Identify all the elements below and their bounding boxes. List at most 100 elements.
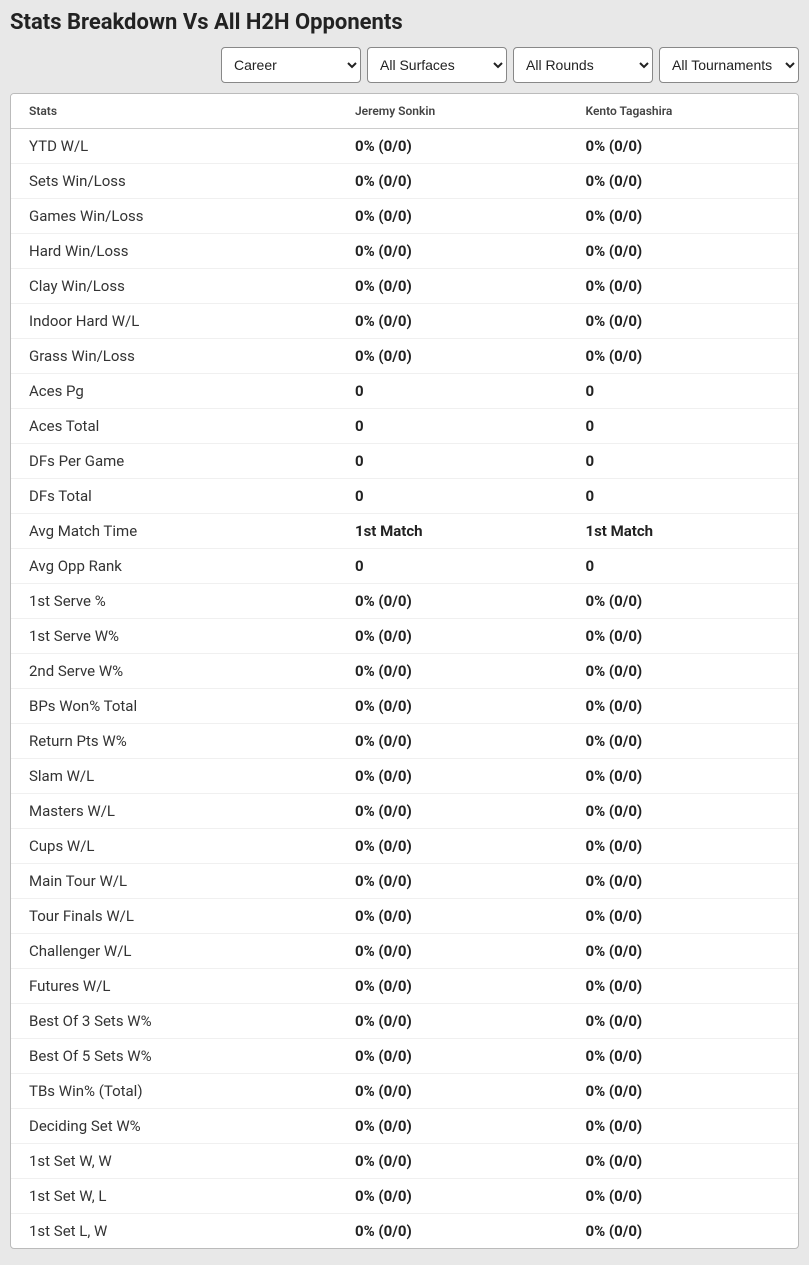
table-row: Masters W/L0% (0/0)0% (0/0): [11, 794, 798, 829]
stat-value-player1: 0% (0/0): [337, 619, 567, 654]
stat-label: 1st Set L, W: [11, 1214, 337, 1249]
filter-rounds-select[interactable]: All Rounds: [513, 47, 653, 83]
stat-label: 1st Serve %: [11, 584, 337, 619]
stat-label: Games Win/Loss: [11, 199, 337, 234]
stat-value-player2: 0% (0/0): [567, 1109, 798, 1144]
table-row: Avg Match Time1st Match1st Match: [11, 514, 798, 549]
stat-label: Masters W/L: [11, 794, 337, 829]
stat-value-player2: 0% (0/0): [567, 759, 798, 794]
stat-label: Sets Win/Loss: [11, 164, 337, 199]
stat-value-player1: 0% (0/0): [337, 269, 567, 304]
table-row: Cups W/L0% (0/0)0% (0/0): [11, 829, 798, 864]
stat-value-player2: 0% (0/0): [567, 934, 798, 969]
table-row: Aces Total00: [11, 409, 798, 444]
stat-value-player2: 0% (0/0): [567, 1179, 798, 1214]
stat-value-player1: 0% (0/0): [337, 199, 567, 234]
stat-label: YTD W/L: [11, 129, 337, 164]
table-row: Hard Win/Loss0% (0/0)0% (0/0): [11, 234, 798, 269]
table-row: Futures W/L0% (0/0)0% (0/0): [11, 969, 798, 1004]
table-row: Return Pts W%0% (0/0)0% (0/0): [11, 724, 798, 759]
page-title: Stats Breakdown Vs All H2H Opponents: [10, 10, 799, 35]
stat-value-player1: 0: [337, 444, 567, 479]
stat-value-player1: 1st Match: [337, 514, 567, 549]
stat-label: 2nd Serve W%: [11, 654, 337, 689]
table-row: Deciding Set W%0% (0/0)0% (0/0): [11, 1109, 798, 1144]
filter-tournaments-select[interactable]: All Tournaments: [659, 47, 799, 83]
table-row: Aces Pg00: [11, 374, 798, 409]
stat-value-player2: 0% (0/0): [567, 234, 798, 269]
stat-label: Aces Total: [11, 409, 337, 444]
table-row: Slam W/L0% (0/0)0% (0/0): [11, 759, 798, 794]
stat-label: Slam W/L: [11, 759, 337, 794]
stat-value-player1: 0% (0/0): [337, 969, 567, 1004]
stat-value-player2: 0: [567, 479, 798, 514]
stat-value-player2: 0% (0/0): [567, 1144, 798, 1179]
stat-value-player1: 0% (0/0): [337, 1074, 567, 1109]
stat-value-player2: 0% (0/0): [567, 339, 798, 374]
stat-value-player2: 0% (0/0): [567, 129, 798, 164]
table-row: Sets Win/Loss0% (0/0)0% (0/0): [11, 164, 798, 199]
stat-value-player1: 0% (0/0): [337, 689, 567, 724]
stat-value-player2: 1st Match: [567, 514, 798, 549]
table-row: Tour Finals W/L0% (0/0)0% (0/0): [11, 899, 798, 934]
stat-label: Hard Win/Loss: [11, 234, 337, 269]
table-row: Indoor Hard W/L0% (0/0)0% (0/0): [11, 304, 798, 339]
stat-value-player2: 0% (0/0): [567, 1074, 798, 1109]
stat-label: Return Pts W%: [11, 724, 337, 759]
stat-value-player2: 0% (0/0): [567, 724, 798, 759]
table-row: Best Of 5 Sets W%0% (0/0)0% (0/0): [11, 1039, 798, 1074]
stat-value-player1: 0% (0/0): [337, 304, 567, 339]
stat-value-player2: 0% (0/0): [567, 1004, 798, 1039]
stat-value-player1: 0: [337, 409, 567, 444]
stat-label: Grass Win/Loss: [11, 339, 337, 374]
stat-label: Tour Finals W/L: [11, 899, 337, 934]
stat-label: Avg Opp Rank: [11, 549, 337, 584]
stat-value-player2: 0% (0/0): [567, 794, 798, 829]
filter-surfaces-select[interactable]: All Surfaces: [367, 47, 507, 83]
stat-value-player1: 0: [337, 479, 567, 514]
filter-career-select[interactable]: Career: [221, 47, 361, 83]
stat-value-player2: 0: [567, 374, 798, 409]
stat-label: Clay Win/Loss: [11, 269, 337, 304]
stat-value-player1: 0: [337, 549, 567, 584]
table-row: 1st Serve %0% (0/0)0% (0/0): [11, 584, 798, 619]
table-row: 1st Serve W%0% (0/0)0% (0/0): [11, 619, 798, 654]
stat-value-player1: 0% (0/0): [337, 234, 567, 269]
stat-value-player2: 0% (0/0): [567, 199, 798, 234]
stat-value-player1: 0% (0/0): [337, 864, 567, 899]
table-header-row: Stats Jeremy Sonkin Kento Tagashira: [11, 94, 798, 129]
stat-value-player2: 0% (0/0): [567, 654, 798, 689]
table-row: 1st Set W, L0% (0/0)0% (0/0): [11, 1179, 798, 1214]
col-header-stats: Stats: [11, 94, 337, 129]
stat-value-player1: 0% (0/0): [337, 759, 567, 794]
stat-value-player2: 0% (0/0): [567, 1214, 798, 1249]
stat-label: BPs Won% Total: [11, 689, 337, 724]
stat-value-player1: 0% (0/0): [337, 584, 567, 619]
stat-value-player1: 0% (0/0): [337, 794, 567, 829]
table-row: Avg Opp Rank00: [11, 549, 798, 584]
stat-label: Futures W/L: [11, 969, 337, 1004]
stat-value-player2: 0% (0/0): [567, 304, 798, 339]
stat-label: Best Of 5 Sets W%: [11, 1039, 337, 1074]
stat-label: 1st Set W, L: [11, 1179, 337, 1214]
table-row: 2nd Serve W%0% (0/0)0% (0/0): [11, 654, 798, 689]
table-row: Grass Win/Loss0% (0/0)0% (0/0): [11, 339, 798, 374]
table-row: Challenger W/L0% (0/0)0% (0/0): [11, 934, 798, 969]
stat-label: Main Tour W/L: [11, 864, 337, 899]
table-row: 1st Set W, W0% (0/0)0% (0/0): [11, 1144, 798, 1179]
table-row: Best Of 3 Sets W%0% (0/0)0% (0/0): [11, 1004, 798, 1039]
filters-bar: Career All Surfaces All Rounds All Tourn…: [10, 47, 799, 83]
table-row: BPs Won% Total0% (0/0)0% (0/0): [11, 689, 798, 724]
stat-value-player1: 0% (0/0): [337, 1214, 567, 1249]
stat-value-player1: 0% (0/0): [337, 1004, 567, 1039]
stat-value-player1: 0% (0/0): [337, 164, 567, 199]
stat-label: 1st Set W, W: [11, 1144, 337, 1179]
stat-value-player1: 0% (0/0): [337, 1039, 567, 1074]
stat-value-player1: 0% (0/0): [337, 724, 567, 759]
stat-value-player1: 0% (0/0): [337, 654, 567, 689]
stat-label: TBs Win% (Total): [11, 1074, 337, 1109]
stat-value-player2: 0: [567, 409, 798, 444]
stat-label: 1st Serve W%: [11, 619, 337, 654]
stat-value-player2: 0% (0/0): [567, 899, 798, 934]
stat-value-player2: 0% (0/0): [567, 619, 798, 654]
